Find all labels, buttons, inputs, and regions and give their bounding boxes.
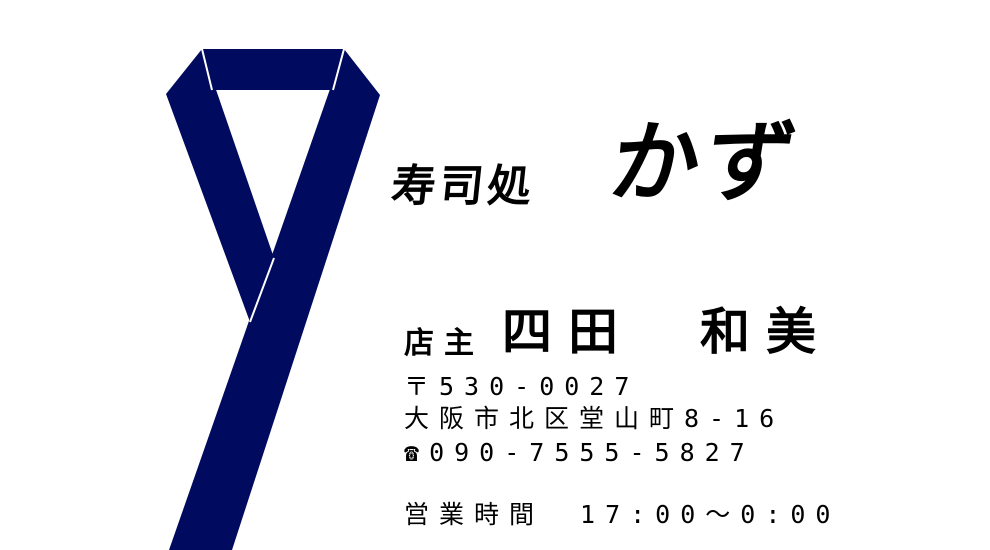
shop-prefix: 寿司処 — [388, 161, 539, 212]
business-hours: 営業時間 17:00～0:00 — [404, 502, 840, 527]
shop-name: かず — [602, 110, 810, 214]
owner-role: 店主 — [404, 326, 484, 361]
postal-code: 〒530-0027 — [404, 372, 640, 401]
owner-name: 四田 和美 — [502, 302, 832, 361]
ribbon-right-strand — [169, 49, 380, 550]
hours-label: 営業時間 — [404, 500, 545, 529]
phone-number: 090-7555-5827 — [429, 438, 755, 467]
phone-line: ☎090-7555-5827 — [404, 440, 755, 465]
telephone-icon: ☎ — [404, 438, 430, 467]
ribbon-left-strand — [166, 49, 274, 322]
address: 大阪市北区堂山町8-16 — [404, 404, 785, 433]
hours-value: 17:00～0:00 — [580, 500, 841, 529]
ribbon-top-band — [202, 49, 344, 90]
